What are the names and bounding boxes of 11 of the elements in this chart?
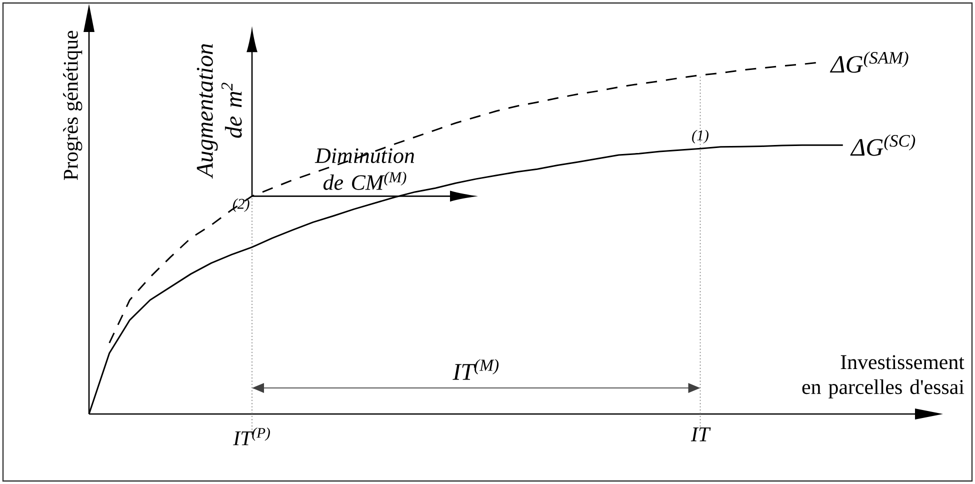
annotation: (2) bbox=[232, 198, 250, 212]
y-axis-title: Progrès génétique bbox=[63, 30, 82, 180]
annotation: IT$^{(M)}$ bbox=[452, 359, 499, 380]
annotation: (1) bbox=[692, 130, 708, 144]
series-label: ΔG$^{(SAM)}$ bbox=[830, 51, 908, 73]
series-label: ΔG$^{(SC)}$ bbox=[850, 134, 916, 156]
x-tick-label: IT bbox=[690, 428, 711, 442]
x-axis-title: Investissement en parcelles d'essai bbox=[802, 355, 964, 398]
annotation: Augmentation de m$^{2}$ bbox=[196, 44, 242, 179]
x-tick-label: IT$^{(P)}$ bbox=[233, 428, 270, 446]
annotation: Diminution de CM$^{(M)}$ bbox=[314, 148, 414, 190]
